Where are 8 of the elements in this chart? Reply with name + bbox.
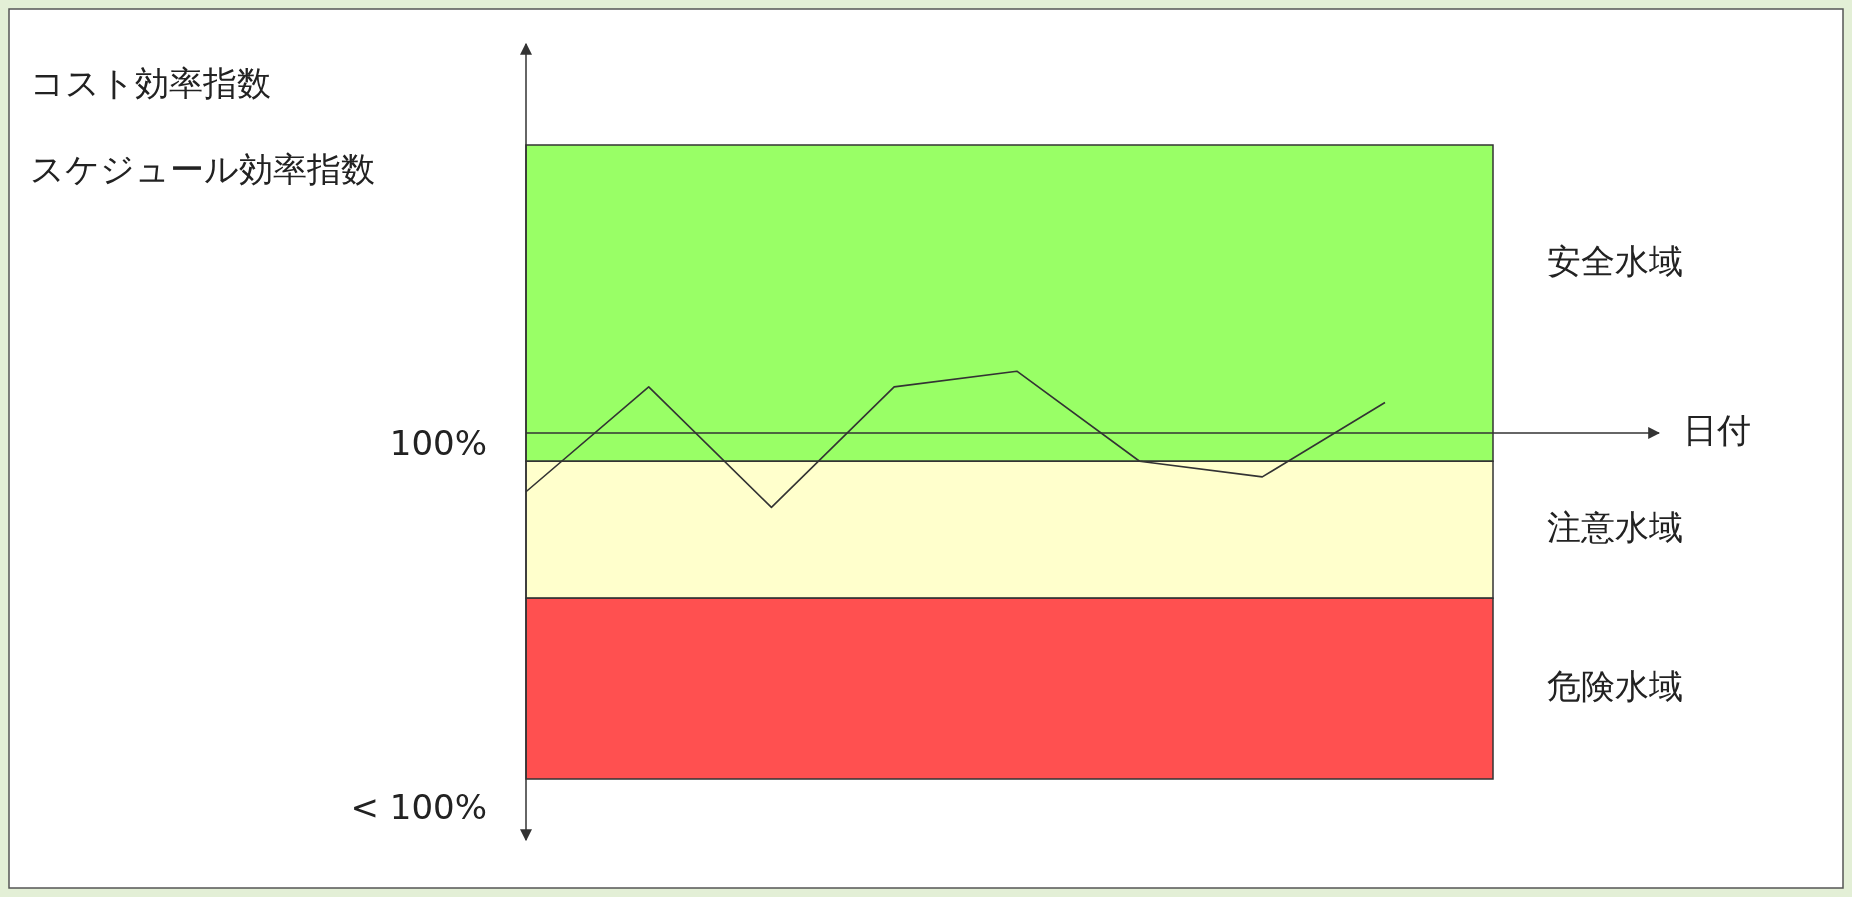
band-label: 危険水域: [1547, 666, 1683, 707]
text: コスト効率指数: [30, 62, 271, 103]
text: < 100%: [350, 786, 487, 827]
text: 日付: [1683, 410, 1751, 451]
band-label: 安全水域: [1547, 240, 1683, 281]
text: 100%: [389, 422, 487, 463]
band-label: 注意水域: [1547, 507, 1683, 548]
text: スケジュール効率指数: [30, 148, 375, 189]
